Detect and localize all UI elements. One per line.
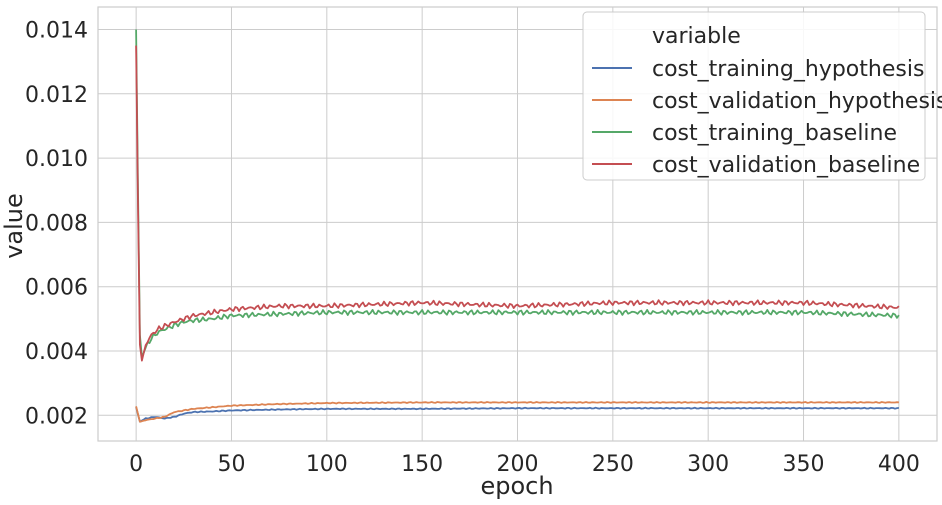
legend: variable cost_training_hypothesis cost_va…: [582, 11, 942, 181]
x-tick-label: 200: [497, 452, 539, 477]
x-tick-label: 250: [592, 452, 634, 477]
x-tick-label: 0: [129, 452, 143, 477]
x-tick-label: 50: [217, 452, 245, 477]
x-axis-ticks: 0 50 100 150 200 250 300 350 400: [129, 452, 920, 477]
legend-title: variable: [652, 24, 741, 49]
x-tick-label: 100: [306, 452, 348, 477]
y-tick-label: 0.002: [25, 404, 88, 429]
legend-entries: cost_training_hypothesis cost_validation_…: [592, 57, 942, 178]
legend-entry-label: cost_validation_baseline: [652, 153, 920, 178]
x-tick-label: 350: [783, 452, 825, 477]
legend-entry-label: cost_training_hypothesis: [652, 57, 924, 82]
x-tick-label: 400: [878, 452, 920, 477]
series-line-cost_training_hypothesis: [135, 406, 899, 423]
y-axis-label: value: [0, 193, 28, 259]
x-tick-label: 300: [687, 452, 729, 477]
y-tick-label: 0.006: [25, 276, 88, 301]
legend-entry-label: cost_training_baseline: [652, 121, 897, 146]
y-tick-label: 0.008: [25, 211, 88, 236]
legend-box: [582, 11, 926, 181]
legend-entry-label: cost_validation_hypothesis: [652, 89, 942, 114]
y-axis-ticks: 0.002 0.004 0.006 0.008 0.010 0.012 0.014: [25, 19, 88, 430]
series-lines: [135, 29, 900, 423]
x-axis-label: epoch: [480, 472, 553, 500]
series-line-cost_validation_hypothesis: [135, 401, 899, 423]
y-tick-label: 0.010: [25, 147, 88, 172]
series-line-cost_validation_baseline: [135, 45, 900, 362]
y-tick-label: 0.014: [25, 19, 88, 44]
grid: [98, 7, 937, 441]
series-line-cost_training_baseline: [135, 29, 900, 359]
y-tick-label: 0.004: [25, 340, 88, 365]
plot-frame: [97, 6, 938, 442]
x-tick-label: 150: [401, 452, 443, 477]
y-tick-label: 0.012: [25, 83, 88, 108]
